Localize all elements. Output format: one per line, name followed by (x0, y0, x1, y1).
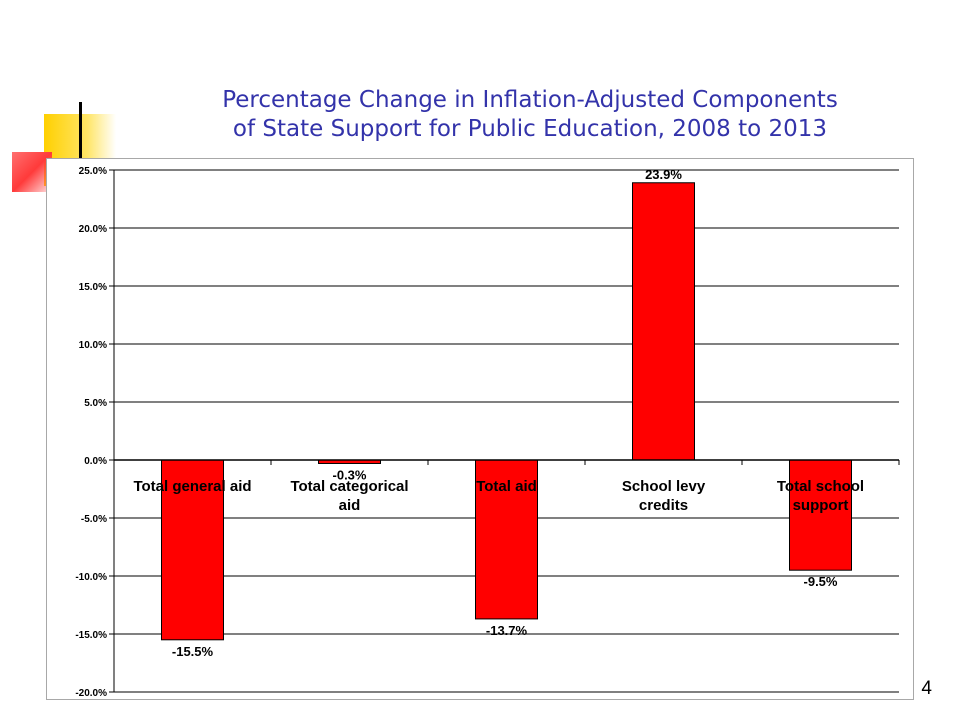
category-label-line: Total school (777, 478, 864, 495)
category-label-line: aid (339, 497, 361, 514)
y-tick-label: -10.0% (75, 572, 107, 583)
y-tick-label: -20.0% (75, 688, 107, 699)
category-label-line: credits (639, 497, 688, 514)
data-label: -13.7% (486, 623, 528, 638)
y-tick-label: 15.0% (79, 282, 107, 293)
bar (161, 459, 224, 641)
category-label: School levy credits (622, 478, 706, 514)
data-label: -15.5% (172, 644, 214, 659)
chart-frame: 25.0% 20.0% 15.0% 10.0% 5.0% 0.0% -5.0% -10.0% -… (46, 158, 914, 700)
decorative-red-square (12, 152, 52, 192)
page-number: 4 (921, 678, 932, 699)
category-label-line: support (793, 497, 849, 514)
data-label: 23.9% (645, 167, 682, 182)
y-tick-label: 10.0% (79, 340, 107, 351)
category-label: Total aid (476, 478, 537, 495)
y-tick-label: -5.0% (81, 514, 107, 525)
bar-chart: 25.0% 20.0% 15.0% 10.0% 5.0% 0.0% -5.0% -10.0% -… (75, 166, 900, 699)
category-label: Total school support (777, 478, 864, 514)
slide-title: Percentage Change in Inflation-Adjusted … (130, 86, 930, 144)
category-label-line: Total general aid (133, 478, 251, 495)
data-label: -0.3% (333, 467, 367, 482)
category-label-line: Total categorical (290, 478, 408, 495)
category-label-line: School levy (622, 478, 706, 495)
y-tick-label: -15.0% (75, 630, 107, 641)
y-tick-label: 0.0% (84, 456, 107, 467)
data-label: -9.5% (804, 574, 838, 589)
title-line-2: of State Support for Public Education, 2… (232, 116, 828, 142)
y-tick-label: 25.0% (79, 166, 107, 177)
bar (632, 182, 695, 461)
category-label-line: Total aid (476, 478, 537, 495)
y-tick-label: 20.0% (79, 224, 107, 235)
decorative-vertical-line (79, 102, 82, 184)
category-label: Total general aid (133, 478, 251, 495)
category-label: Total categorical aid (290, 478, 408, 514)
bar (789, 459, 852, 571)
y-tick-label: 5.0% (84, 398, 107, 409)
title-line-1: Percentage Change in Inflation-Adjusted … (222, 87, 838, 113)
